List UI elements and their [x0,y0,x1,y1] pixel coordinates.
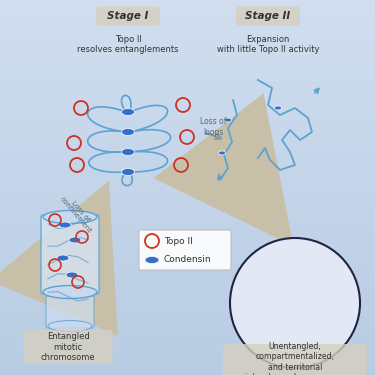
FancyBboxPatch shape [223,344,367,375]
Ellipse shape [48,321,92,332]
Ellipse shape [219,151,225,155]
FancyBboxPatch shape [236,6,300,26]
Text: Unentangled,
compartmentalized,
and territorial
interphase chromosomes: Unentangled, compartmentalized, and terr… [245,342,345,375]
Ellipse shape [122,129,135,135]
Ellipse shape [225,118,231,122]
Ellipse shape [122,168,135,176]
Ellipse shape [69,237,81,243]
Text: Loss of
loops: Loss of loops [200,117,226,137]
Ellipse shape [43,285,97,298]
Text: Expansion
with little Topo II activity: Expansion with little Topo II activity [217,35,319,54]
Ellipse shape [57,255,69,261]
FancyBboxPatch shape [46,296,94,328]
FancyBboxPatch shape [139,230,231,270]
Text: Stage I: Stage I [107,11,148,21]
Ellipse shape [274,106,282,110]
Text: Entangled
mitotic
chromosome: Entangled mitotic chromosome [40,332,95,362]
Ellipse shape [122,108,135,115]
Circle shape [230,238,360,368]
FancyBboxPatch shape [96,6,160,26]
FancyBboxPatch shape [41,215,99,294]
Text: Topo II
resolves entanglements: Topo II resolves entanglements [77,35,179,54]
Text: Stage II: Stage II [245,11,291,21]
Ellipse shape [145,256,159,264]
FancyBboxPatch shape [24,330,112,364]
Ellipse shape [43,210,97,224]
Ellipse shape [59,222,71,228]
Text: Loss of
confinement: Loss of confinement [58,192,98,234]
Ellipse shape [66,272,78,278]
Text: Condensin: Condensin [164,255,211,264]
Ellipse shape [122,148,135,156]
Text: Topo II: Topo II [164,237,193,246]
